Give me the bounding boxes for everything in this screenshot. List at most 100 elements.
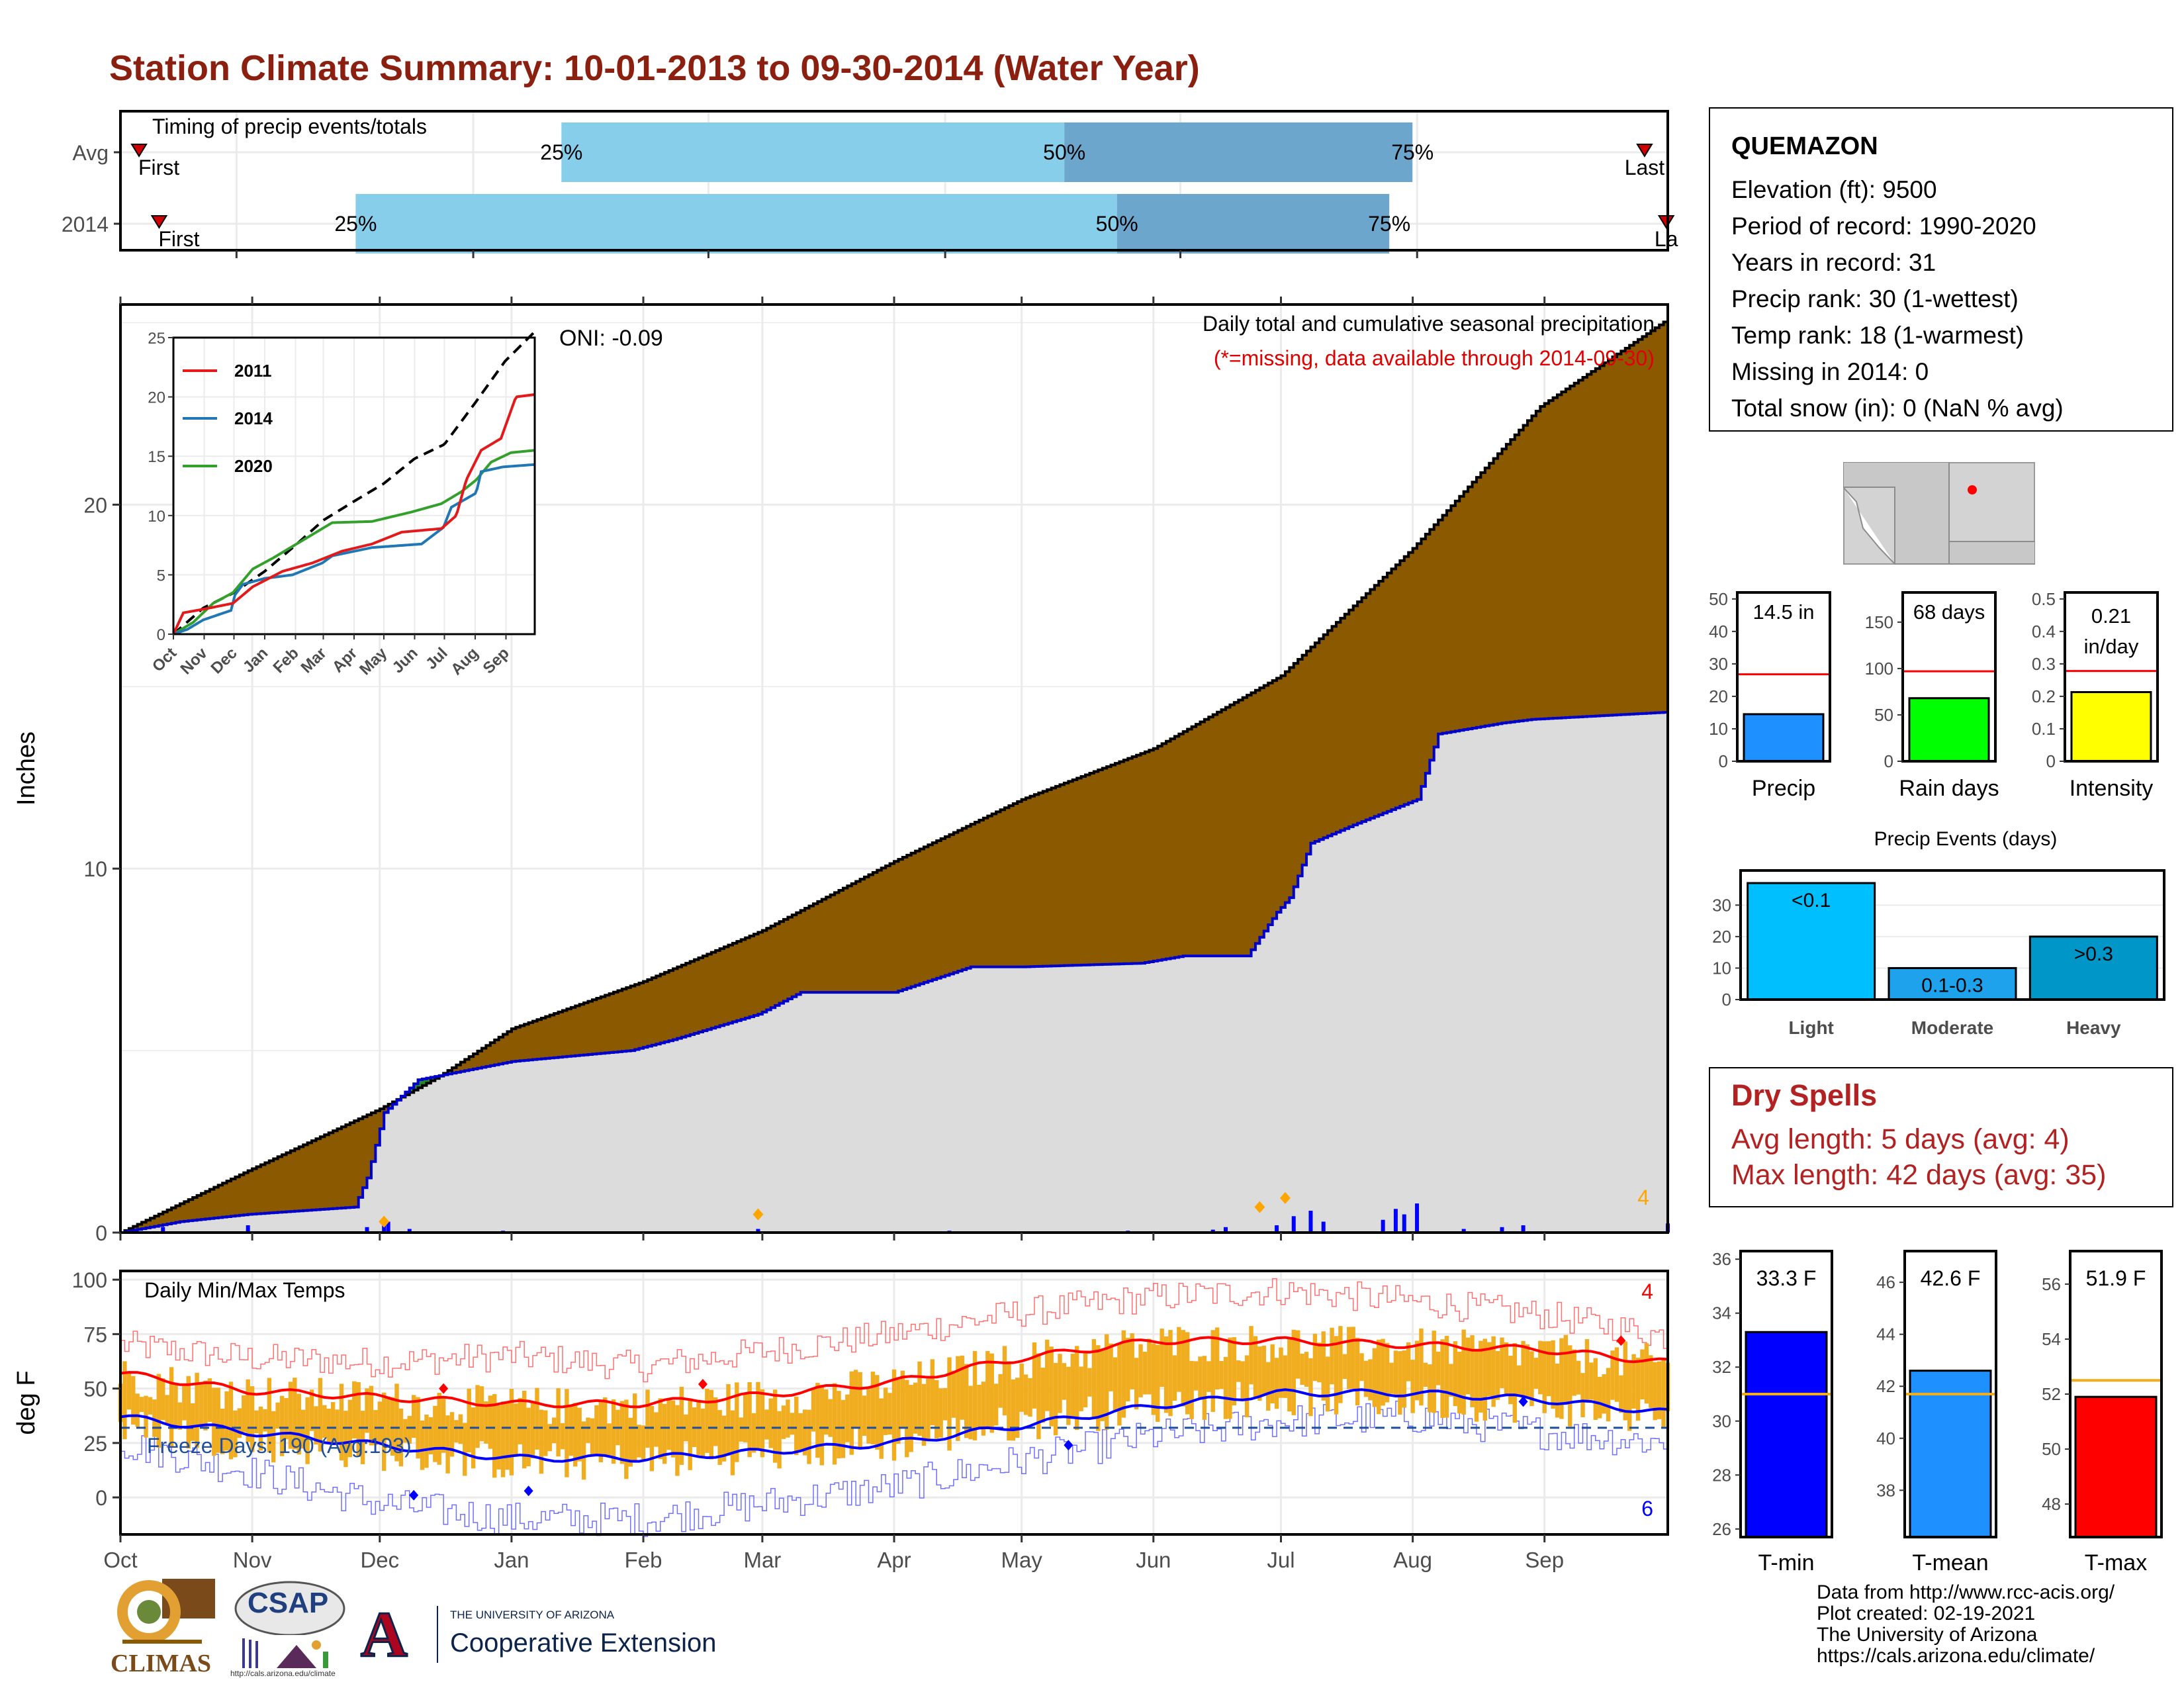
temp-daily-range-bar bbox=[1614, 1347, 1619, 1402]
temp-daily-range-bar bbox=[271, 1411, 276, 1463]
temp-daily-range-bar bbox=[972, 1350, 978, 1440]
tbar-value-label: 51.9 F bbox=[2086, 1266, 2146, 1290]
temp-daily-range-bar bbox=[1202, 1356, 1207, 1420]
temp-daily-range-bar bbox=[1066, 1366, 1071, 1425]
temp-daily-range-bar bbox=[195, 1372, 199, 1448]
temp-daily-range-bar bbox=[339, 1383, 344, 1461]
temp-daily-range-bar bbox=[1189, 1360, 1194, 1419]
precip-chart-title: Daily total and cumulative seasonal prec… bbox=[1203, 312, 1655, 336]
temp-daily-range-bar bbox=[637, 1425, 641, 1458]
temp-y-tick-label: 100 bbox=[72, 1268, 107, 1292]
summary-value-label: 14.5 in bbox=[1752, 600, 1814, 624]
temp-daily-range-bar bbox=[1317, 1342, 1322, 1383]
temp-daily-range-bar bbox=[1138, 1344, 1143, 1397]
temp-daily-range-bar bbox=[921, 1383, 927, 1446]
temp-daily-range-bar bbox=[1606, 1368, 1611, 1422]
temp-daily-range-bar bbox=[828, 1399, 833, 1437]
temp-y-tick-label: 50 bbox=[83, 1378, 107, 1401]
temp-daily-range-bar bbox=[343, 1411, 348, 1468]
summary-y-tick-label: 0 bbox=[2046, 751, 2056, 771]
temp-daily-range-bar bbox=[1270, 1344, 1275, 1404]
temp-daily-range-bar bbox=[122, 1361, 127, 1440]
temp-daily-range-bar bbox=[1423, 1362, 1428, 1387]
summary-bar bbox=[1908, 697, 1990, 763]
temp-daily-range-bar bbox=[1470, 1335, 1475, 1407]
events-bar bbox=[2028, 935, 2158, 1001]
temp-daily-range-bar bbox=[551, 1417, 557, 1444]
precip-2014-line bbox=[120, 711, 1669, 1234]
temp-daily-range-bar bbox=[1444, 1336, 1449, 1418]
timing-pct-label: 50% bbox=[1043, 140, 1085, 164]
temp-daily-range-bar bbox=[522, 1390, 527, 1469]
temp-daily-range-bar bbox=[1104, 1334, 1109, 1430]
temp-daily-range-bar bbox=[318, 1378, 323, 1452]
precip-count-label: 4 bbox=[1637, 1186, 1649, 1209]
temp-daily-range-bar bbox=[1079, 1366, 1083, 1411]
precip-daily-bar bbox=[1210, 1229, 1215, 1233]
temp-daily-range-bar bbox=[139, 1397, 144, 1412]
temp-daily-range-bar bbox=[768, 1398, 773, 1448]
temp-daily-range-bar bbox=[619, 1401, 625, 1464]
temp-daily-range-bar bbox=[173, 1384, 178, 1429]
temp-daily-range-bar bbox=[824, 1389, 829, 1435]
temp-daily-range-bar bbox=[845, 1394, 850, 1442]
temp-daily-range-bar bbox=[981, 1382, 986, 1436]
temp-daily-range-bar bbox=[237, 1408, 242, 1438]
temp-daily-range-bar bbox=[603, 1397, 608, 1456]
temp-daily-range-bar bbox=[1193, 1361, 1199, 1391]
locator-map bbox=[1843, 462, 2035, 565]
temp-daily-range-bar bbox=[263, 1409, 267, 1432]
temp-daily-range-bar bbox=[819, 1385, 825, 1466]
temp-daily-range-bar bbox=[1465, 1337, 1471, 1395]
temp-daily-range-bar bbox=[314, 1406, 318, 1445]
temp-daily-range-bar bbox=[565, 1389, 569, 1477]
temp-daily-range-bar bbox=[794, 1396, 799, 1456]
tbar-value-label: 42.6 F bbox=[1921, 1266, 1981, 1290]
temp-daily-range-bar bbox=[1453, 1341, 1458, 1407]
temp-daily-range-bar bbox=[433, 1405, 437, 1462]
station-info-box: QUEMAZON Elevation (ft): 9500 Period of … bbox=[1709, 107, 2173, 432]
page-title: Station Climate Summary: 10-01-2013 to 0… bbox=[109, 48, 1200, 88]
temp-daily-range-bar bbox=[1011, 1379, 1016, 1441]
temp-daily-range-bar bbox=[212, 1387, 216, 1456]
temp-avg-max-line bbox=[120, 1336, 1668, 1409]
temp-daily-range-bar bbox=[666, 1398, 671, 1450]
inset-y-tick-label: 0 bbox=[157, 626, 165, 644]
inset-2020-line bbox=[172, 449, 535, 635]
precip-daily-bar bbox=[1275, 1225, 1279, 1233]
temp-daily-range-bar bbox=[169, 1367, 174, 1448]
tbar-border bbox=[1903, 1250, 1997, 1538]
temp-daily-range-bar bbox=[186, 1376, 191, 1449]
temp-daily-range-bar bbox=[1619, 1375, 1623, 1413]
timing-first-marker bbox=[150, 215, 168, 229]
temp-daily-range-bar bbox=[233, 1410, 238, 1458]
csap-cloud-icon bbox=[234, 1581, 345, 1668]
timing-last-label: Last bbox=[1625, 156, 1665, 179]
temp-daily-range-bar bbox=[1172, 1355, 1177, 1401]
temp-daily-range-bar bbox=[386, 1396, 390, 1440]
inset-y-tick-label: 15 bbox=[148, 448, 165, 466]
summary-y-tick-label: 40 bbox=[1709, 622, 1728, 641]
timing-row-label: 2014 bbox=[62, 212, 109, 236]
temp-daily-range-bar bbox=[203, 1380, 208, 1430]
temp-daily-range-bar bbox=[416, 1397, 420, 1459]
temp-daily-range-bar bbox=[1249, 1326, 1253, 1385]
temp-x-tick-label: Sep bbox=[1525, 1548, 1564, 1572]
precip-chart-subtitle: (*=missing, data available through 2014-… bbox=[1214, 346, 1655, 370]
temp-daily-range-bar bbox=[330, 1402, 336, 1442]
temp-daily-range-bar bbox=[1325, 1356, 1330, 1412]
temp-daily-range-bar bbox=[1584, 1338, 1590, 1401]
temp-daily-range-bar bbox=[1244, 1355, 1250, 1418]
temp-daily-range-bar bbox=[586, 1417, 590, 1443]
temp-daily-range-bar bbox=[1640, 1349, 1645, 1400]
temp-daily-range-bar bbox=[1338, 1326, 1343, 1403]
tbar-y-tick-label: 34 bbox=[1712, 1303, 1731, 1323]
temp-daily-range-bar bbox=[1113, 1357, 1118, 1413]
temp-daily-range-bar bbox=[500, 1401, 506, 1477]
temp-daily-range-bar bbox=[1661, 1359, 1666, 1427]
events-x-label: Heavy bbox=[2066, 1017, 2121, 1038]
temp-daily-range-bar bbox=[1228, 1337, 1232, 1419]
summary-y-tick-label: 0.3 bbox=[2032, 654, 2056, 674]
temp-y-tick-label: 25 bbox=[83, 1432, 107, 1456]
temp-daily-range-bar bbox=[190, 1403, 195, 1441]
